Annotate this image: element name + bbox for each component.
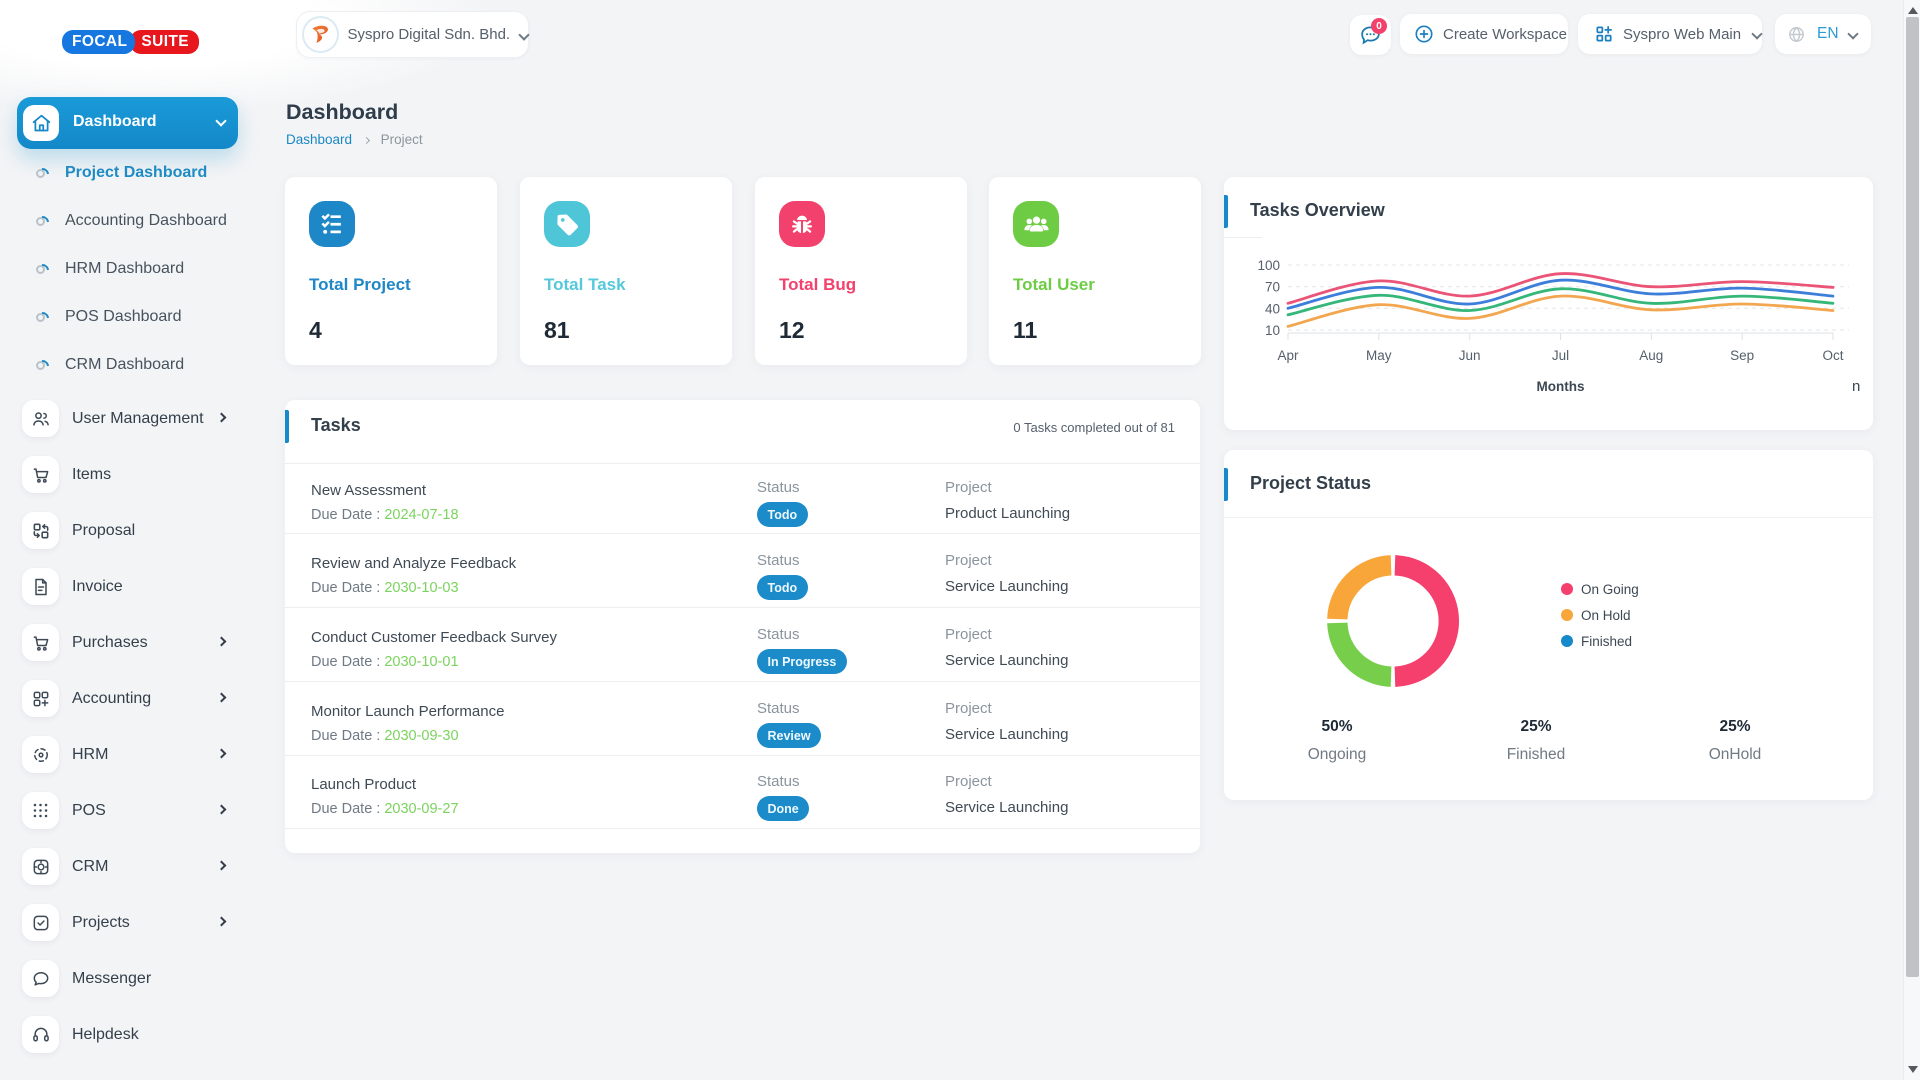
svg-text:50%: 50%: [1321, 718, 1352, 735]
svg-text:Jun: Jun: [1459, 348, 1481, 363]
svg-text:Finished: Finished: [1581, 634, 1632, 649]
svg-text:100: 100: [1257, 258, 1280, 273]
svg-text:May: May: [1366, 348, 1392, 363]
svg-text:Finished: Finished: [1507, 746, 1566, 763]
svg-text:Aug: Aug: [1639, 348, 1663, 363]
svg-text:On Going: On Going: [1581, 582, 1639, 597]
svg-text:Apr: Apr: [1277, 348, 1299, 363]
svg-text:Sep: Sep: [1730, 348, 1754, 363]
svg-text:On Hold: On Hold: [1581, 608, 1631, 623]
svg-text:25%: 25%: [1520, 718, 1551, 735]
svg-text:Oct: Oct: [1822, 348, 1843, 363]
svg-text:n: n: [1852, 378, 1860, 395]
svg-text:40: 40: [1265, 301, 1280, 316]
svg-text:Months: Months: [1537, 379, 1585, 394]
svg-text:Jul: Jul: [1552, 348, 1569, 363]
svg-text:OnHold: OnHold: [1709, 746, 1762, 763]
svg-text:70: 70: [1265, 280, 1280, 295]
svg-text:25%: 25%: [1719, 718, 1750, 735]
svg-text:10: 10: [1265, 323, 1280, 338]
svg-text:Ongoing: Ongoing: [1308, 746, 1367, 763]
